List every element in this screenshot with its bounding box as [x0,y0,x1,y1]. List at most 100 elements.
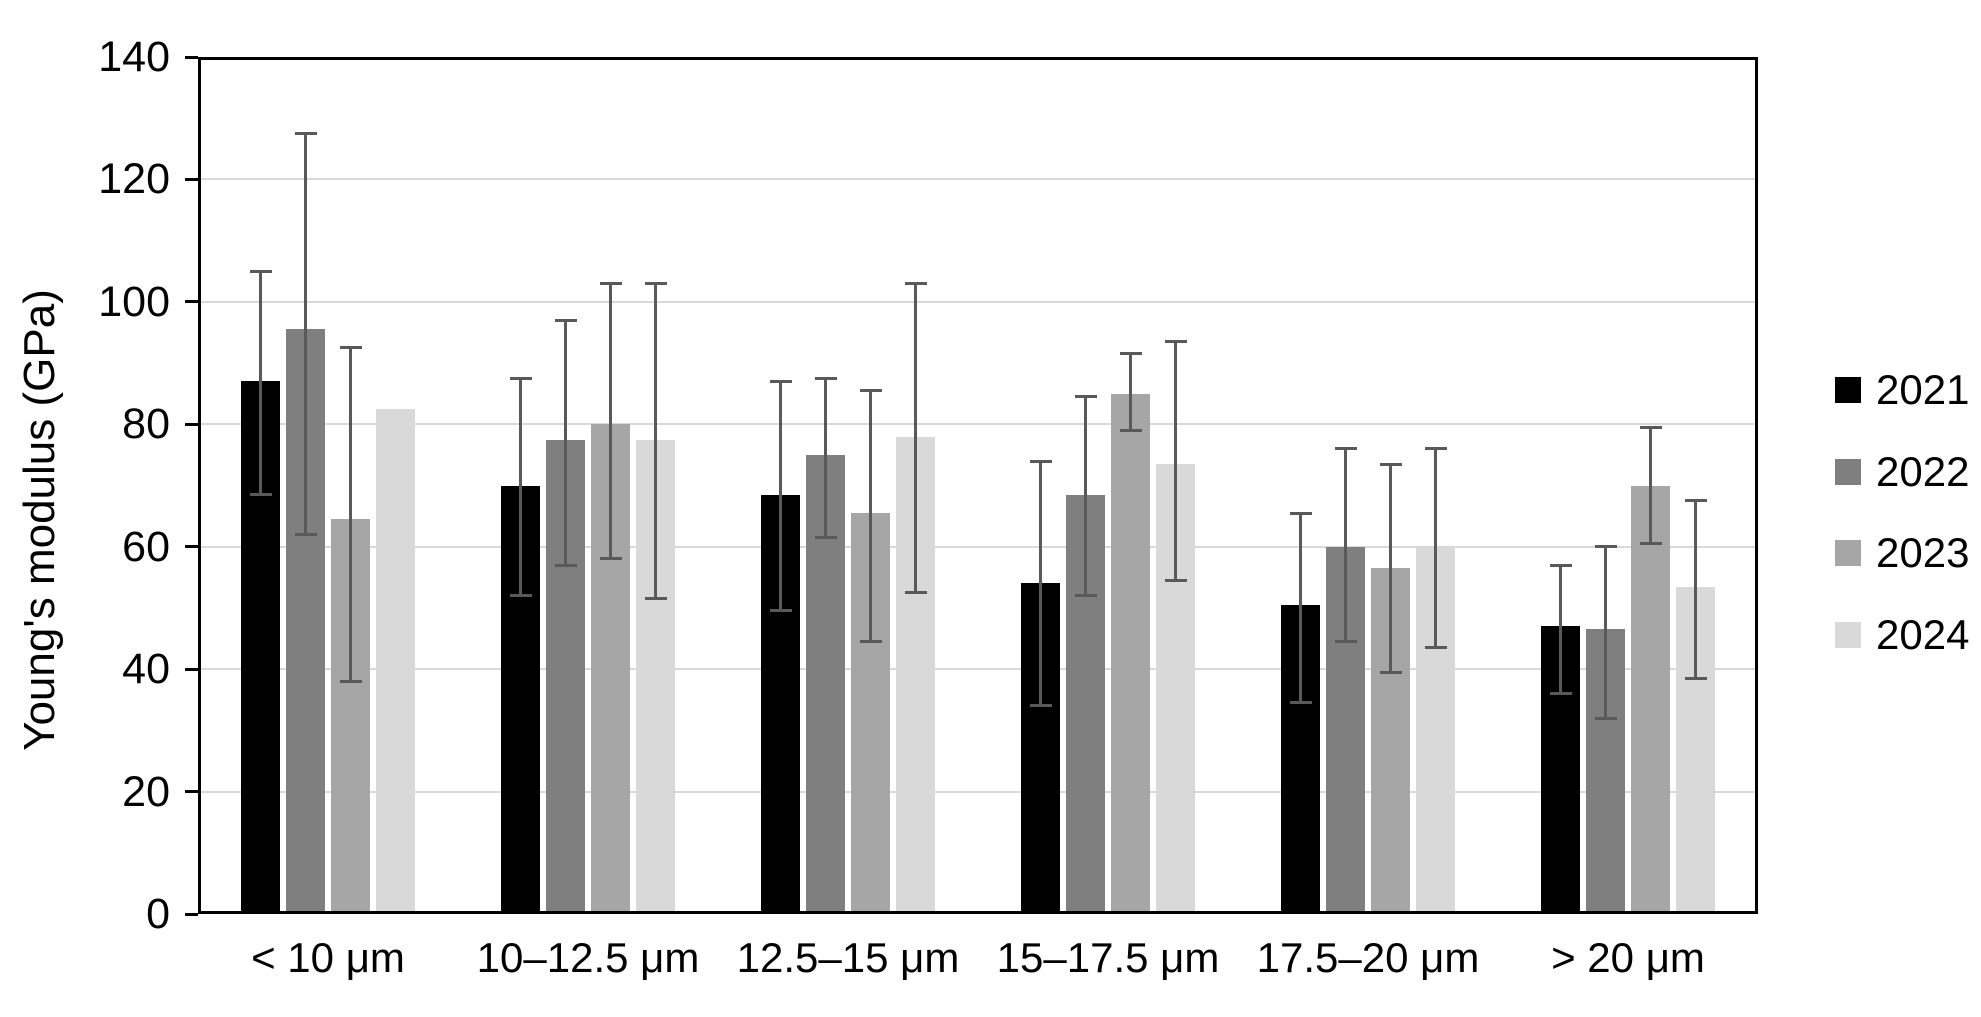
error-cap-low-2021-0 [249,493,272,497]
error-bar-2021-1 [519,378,522,596]
error-cap-low-2023-0 [339,679,362,683]
plot-area [198,57,1758,914]
y-tick-mark-60 [185,545,198,549]
error-cap-high-2024-1 [644,281,667,285]
error-bar-2023-3 [1129,353,1132,431]
gridline-120 [198,178,1758,181]
error-cap-high-2023-5 [1639,425,1662,429]
legend-label-2024: 2024 [1876,611,1970,659]
error-bar-2022-0 [304,133,307,535]
error-cap-high-2023-4 [1379,462,1402,466]
legend-label-2022: 2022 [1876,447,1970,495]
error-cap-high-2022-2 [814,376,837,380]
error-bar-2024-2 [914,283,917,593]
error-bar-2021-3 [1039,461,1042,706]
error-bar-2021-0 [259,271,262,495]
legend-label-2021: 2021 [1876,366,1970,413]
error-cap-low-2021-1 [509,594,532,598]
error-bars-layer [198,57,1758,914]
y-tick-label-140: 140 [98,33,170,81]
error-cap-low-2022-0 [294,532,317,536]
error-cap-low-2022-4 [1334,640,1357,644]
x-axis-label-5: > 20 μm [1551,934,1705,981]
y-tick-mark-120 [185,177,198,181]
error-bar-2024-3 [1174,341,1177,581]
legend-label-2023: 2023 [1876,529,1970,577]
error-cap-high-2022-4 [1334,447,1357,451]
error-bar-2023-2 [869,390,872,642]
error-bar-2024-1 [654,283,657,599]
gridline-80 [198,423,1758,426]
error-cap-high-2021-4 [1289,511,1312,515]
y-tick-label-40: 40 [122,645,170,694]
error-cap-low-2021-2 [769,609,792,613]
error-bar-2022-2 [824,378,827,538]
error-cap-low-2024-1 [644,597,667,601]
error-cap-high-2021-3 [1029,459,1052,463]
error-cap-high-2024-4 [1424,447,1447,451]
x-axis-label-0: < 10 μm [251,934,405,981]
y-tick-label-0: 0 [146,890,170,938]
legend-item-2021: 2021 [1835,366,1970,413]
error-cap-high-2021-0 [249,269,272,273]
legend-item-2024: 2024 [1835,611,1970,659]
error-cap-low-2024-5 [1684,676,1707,680]
legend-swatch-2023 [1835,540,1861,567]
y-tick-label-100: 100 [98,277,170,326]
gridline-40 [198,668,1758,671]
error-cap-low-2024-4 [1424,646,1447,650]
error-cap-high-2021-1 [509,376,532,380]
error-bar-2024-5 [1694,500,1697,679]
x-axis-label-2: 12.5–15 μm [736,934,960,981]
error-bar-2022-5 [1604,546,1607,719]
error-cap-low-2022-1 [554,563,577,567]
error-bar-2021-4 [1299,513,1302,703]
bar-2023-5 [1631,485,1670,914]
error-bar-2021-5 [1559,565,1562,694]
y-tick-label-80: 80 [122,400,170,449]
bar-2024-0 [376,408,415,914]
y-tick-mark-140 [185,55,198,59]
error-cap-high-2024-2 [904,281,927,285]
error-cap-high-2021-2 [769,379,792,383]
x-axis-label-1: 10–12.5 μm [476,934,700,981]
error-cap-high-2023-0 [339,346,362,350]
error-cap-high-2022-5 [1594,545,1617,549]
error-cap-high-2021-5 [1549,563,1572,567]
error-cap-high-2023-1 [599,281,622,285]
error-cap-high-2022-1 [554,318,577,322]
error-cap-high-2022-3 [1074,395,1097,399]
error-cap-low-2024-3 [1164,578,1187,582]
gridline-20 [198,790,1758,793]
error-cap-low-2023-5 [1639,542,1662,546]
error-bar-2022-3 [1084,396,1087,596]
x-axis-label-3: 15–17.5 μm [996,934,1220,981]
error-cap-high-2024-5 [1684,499,1707,503]
error-cap-high-2023-3 [1119,352,1142,356]
error-cap-low-2023-3 [1119,428,1142,432]
error-cap-high-2022-0 [294,132,317,136]
legend-item-2023: 2023 [1835,529,1970,577]
legend-swatch-2024 [1835,622,1861,649]
gridline-100 [198,300,1758,303]
x-axis-label-4: 17.5–20 μm [1256,934,1480,981]
error-cap-low-2021-5 [1549,692,1572,696]
error-bar-2022-4 [1344,448,1347,642]
bar-2023-3 [1111,393,1150,914]
error-bar-2021-2 [779,381,782,611]
y-tick-mark-40 [185,667,198,671]
y-tick-label-20: 20 [122,767,170,816]
error-cap-low-2022-3 [1074,594,1097,598]
error-cap-low-2023-1 [599,557,622,561]
legend-swatch-2021 [1835,377,1861,403]
error-cap-low-2024-2 [904,591,927,595]
error-bar-2024-4 [1434,448,1437,648]
error-cap-low-2022-2 [814,536,837,540]
error-bar-2023-0 [349,347,352,682]
y-tick-mark-20 [185,790,198,794]
error-bar-2023-4 [1389,464,1392,673]
y-tick-mark-100 [185,300,198,304]
error-bar-2023-1 [609,283,612,559]
error-cap-low-2022-5 [1594,716,1617,720]
